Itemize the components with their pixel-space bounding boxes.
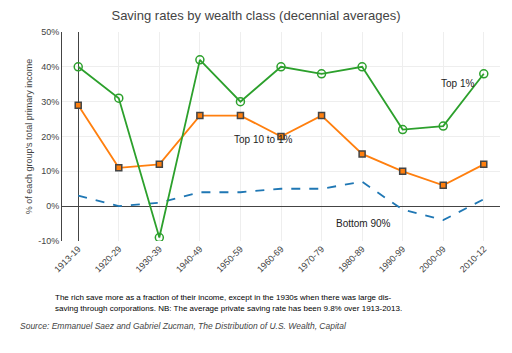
svg-text:% of each group's total primar: % of each group's total primary income [24, 59, 34, 214]
svg-text:10%: 10% [41, 166, 59, 176]
svg-text:1913-19: 1913-19 [52, 244, 82, 274]
svg-text:30%: 30% [41, 97, 59, 107]
svg-text:1950-59: 1950-59 [215, 244, 245, 274]
svg-text:1980-89: 1980-89 [336, 244, 366, 274]
svg-text:1990-99: 1990-99 [377, 244, 407, 274]
svg-text:Top 1%: Top 1% [441, 78, 474, 89]
svg-text:-10%: -10% [38, 236, 59, 246]
svg-text:The rich save more as a fracti: The rich save more as a fraction of thei… [55, 293, 392, 302]
svg-text:40%: 40% [41, 62, 59, 72]
svg-text:1920-29: 1920-29 [93, 244, 123, 274]
svg-text:1940-49: 1940-49 [174, 244, 204, 274]
svg-text:0%: 0% [46, 201, 59, 211]
svg-text:1930-39: 1930-39 [133, 244, 163, 274]
svg-text:Saving rates by wealth class (: Saving rates by wealth class (decennial … [111, 8, 400, 23]
svg-text:50%: 50% [41, 27, 59, 37]
svg-text:Bottom 90%: Bottom 90% [336, 218, 391, 229]
svg-text:2010-12: 2010-12 [458, 244, 488, 274]
svg-text:saving through corporations. N: saving through corporations. NB: The ave… [55, 304, 402, 313]
svg-text:Top 10 to 1%: Top 10 to 1% [234, 134, 292, 145]
svg-text:1970-79: 1970-79 [296, 244, 326, 274]
svg-text:1960-69: 1960-69 [255, 244, 285, 274]
svg-text:Source: Emmanuel Saez and Gabr: Source: Emmanuel Saez and Gabriel Zucman… [20, 321, 347, 331]
svg-text:20%: 20% [41, 132, 59, 142]
svg-text:2000-09: 2000-09 [417, 244, 447, 274]
